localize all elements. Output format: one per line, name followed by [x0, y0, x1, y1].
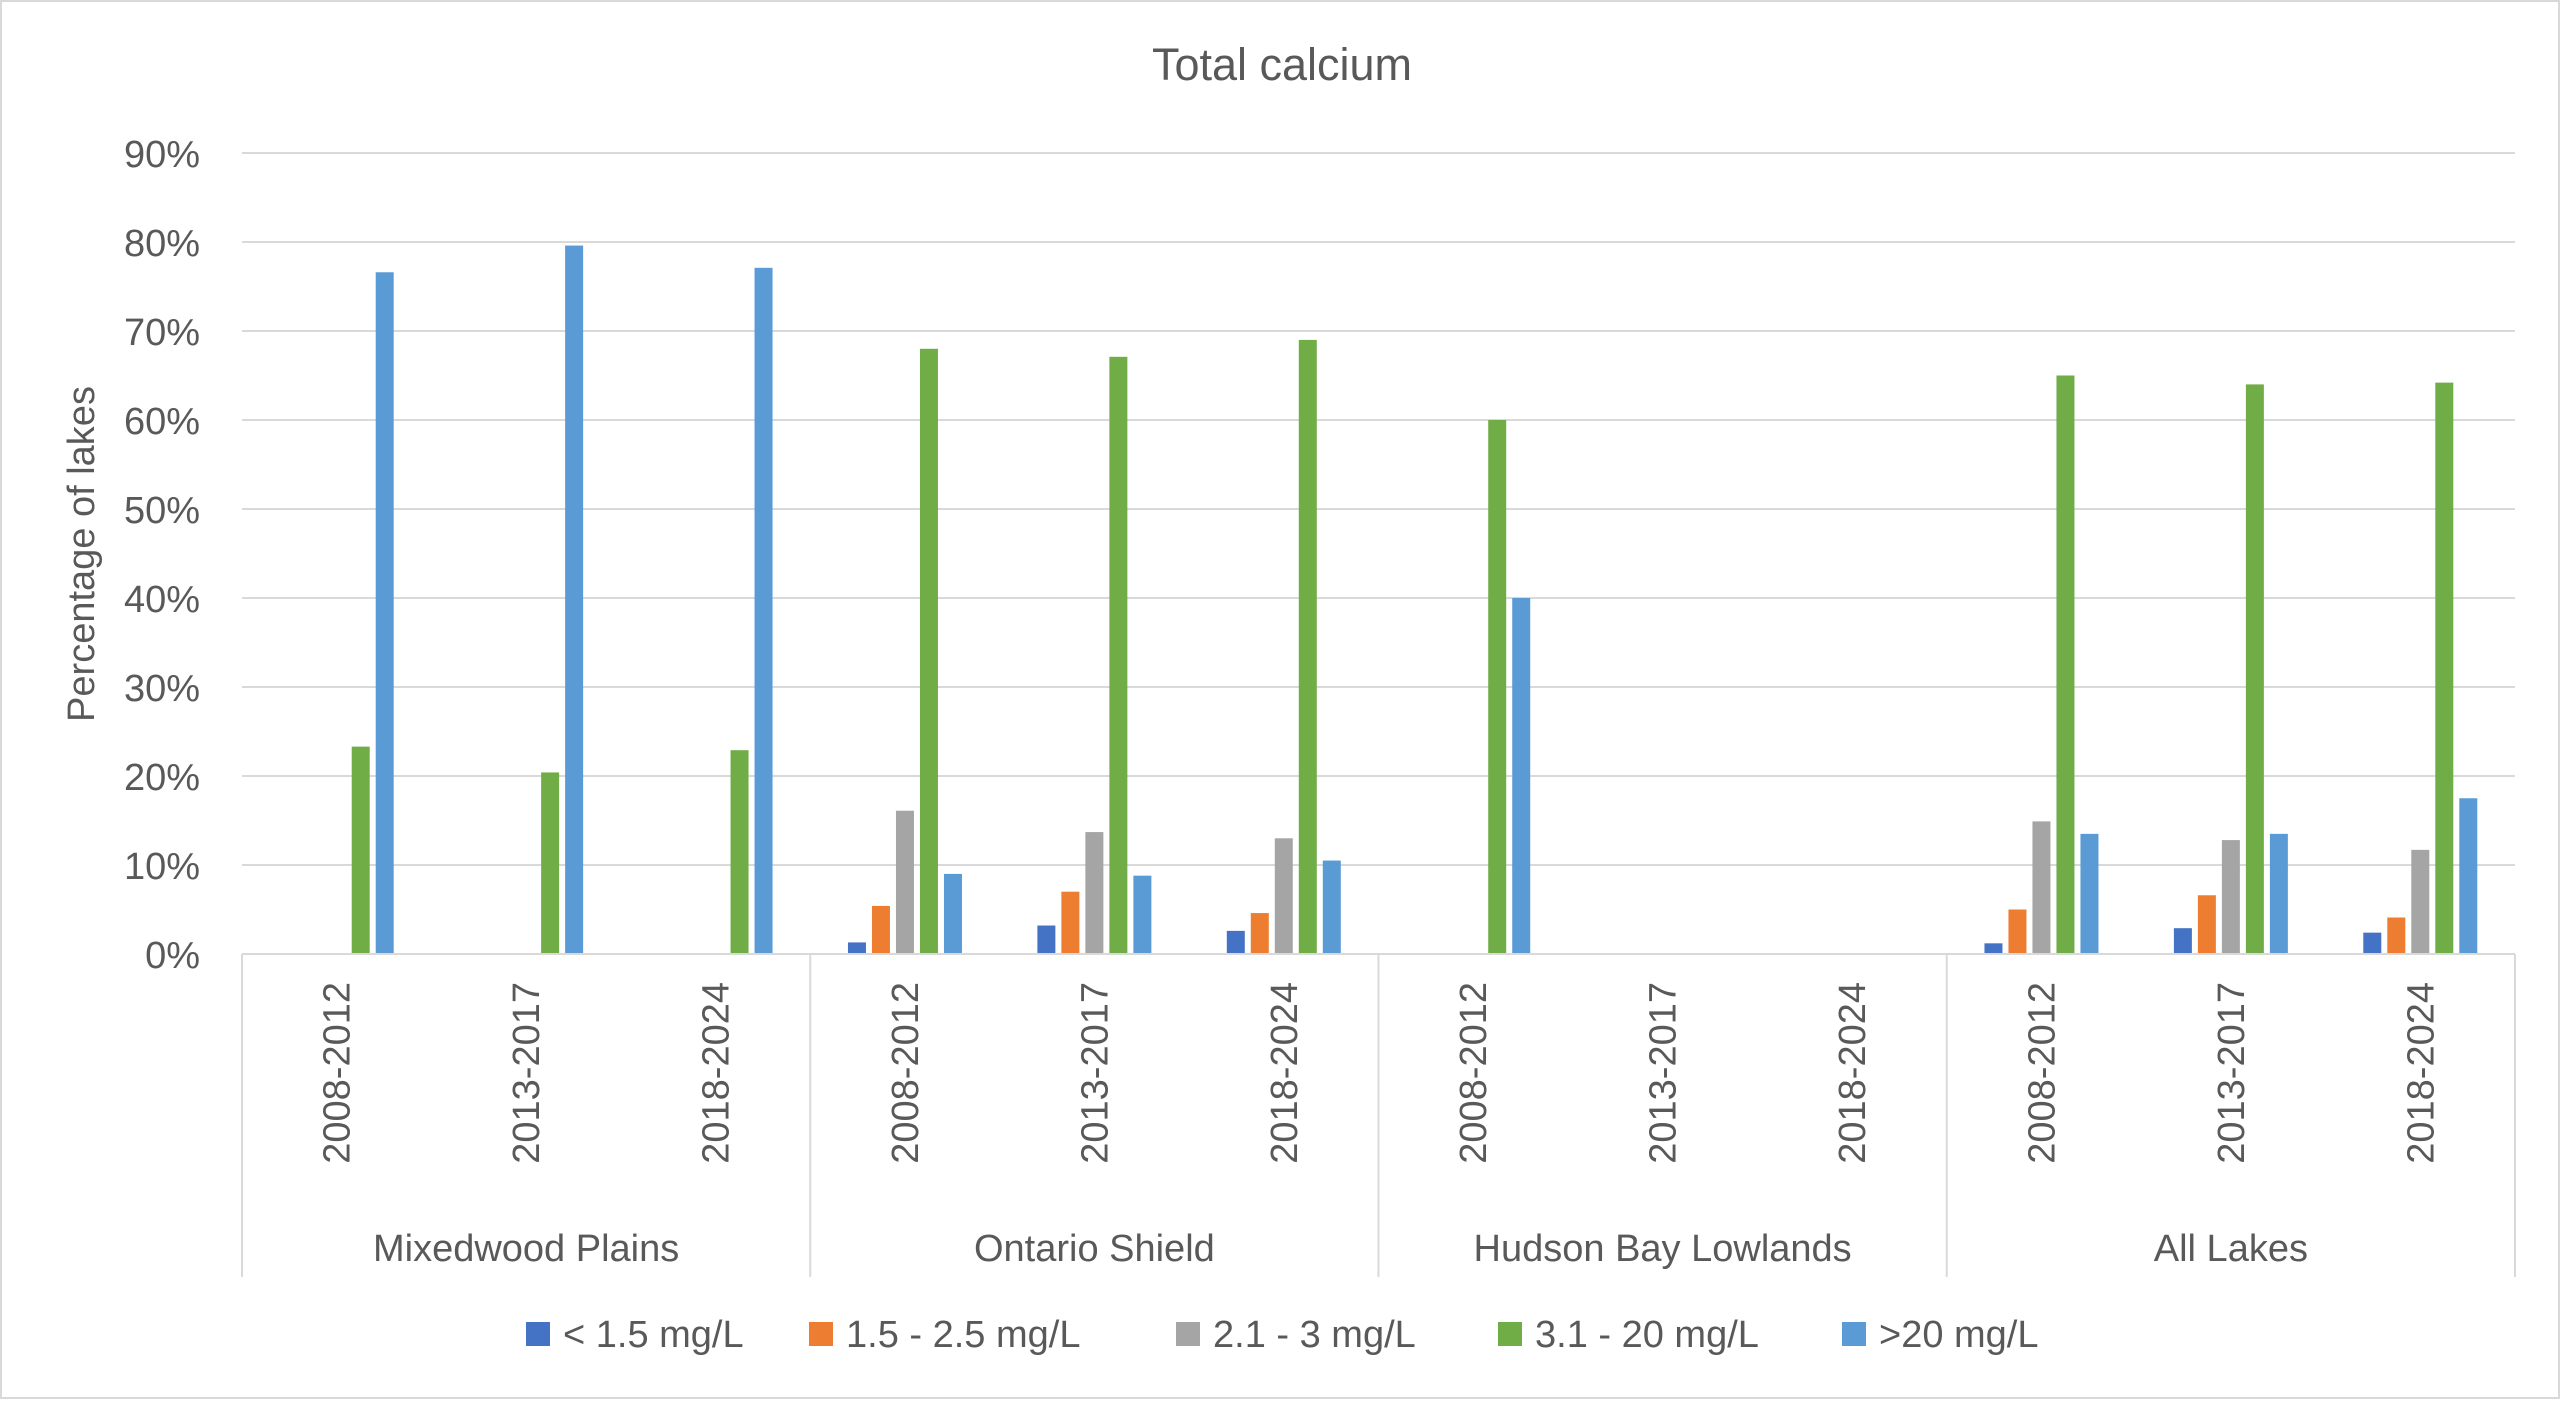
- bar: [847, 942, 866, 954]
- x-tick-label: 2013-2017: [506, 982, 548, 1164]
- x-tick-label: 2013-2017: [2211, 982, 2253, 1164]
- bar: [2080, 833, 2099, 954]
- group-label: Hudson Bay Lowlands: [1474, 1228, 1852, 1270]
- bar: [1488, 420, 1507, 954]
- x-tick-label: 2018-2024: [696, 982, 738, 1164]
- bar: [1274, 838, 1293, 954]
- bar: [2056, 375, 2075, 954]
- bar: [2221, 840, 2240, 954]
- chart-title: Total calcium: [1152, 39, 1412, 90]
- y-tick-label: 30%: [124, 668, 200, 710]
- bars: [351, 245, 2478, 954]
- legend-label: 2.1 - 3 mg/L: [1213, 1314, 1416, 1356]
- legend: < 1.5 mg/L 1.5 - 2.5 mg/L 2.1 - 3 mg/L 3.1 …: [526, 1314, 2039, 1356]
- bar: [375, 272, 394, 954]
- bar: [1512, 598, 1531, 954]
- bar: [2435, 382, 2454, 954]
- y-tick-label: 10%: [124, 846, 200, 888]
- legend-label: 3.1 - 20 mg/L: [1535, 1314, 1759, 1356]
- x-tick-label: 2018-2024: [1264, 982, 1306, 1164]
- bar: [541, 772, 560, 954]
- bar: [919, 348, 938, 954]
- legend-swatch: [1842, 1322, 1866, 1346]
- bar: [2245, 384, 2264, 954]
- legend-swatch: [526, 1322, 550, 1346]
- bar: [1085, 832, 1104, 954]
- bar: [895, 810, 914, 954]
- x-tick-label: 2008-2012: [885, 982, 927, 1164]
- bar: [1250, 913, 1269, 954]
- bar: [2197, 895, 2216, 954]
- bar: [2411, 849, 2430, 954]
- group-label: Mixedwood Plains: [373, 1228, 679, 1270]
- bar: [2363, 932, 2382, 954]
- bar: [730, 750, 749, 954]
- y-tick-label: 60%: [124, 401, 200, 443]
- legend-swatch: [809, 1322, 833, 1346]
- bar: [565, 245, 584, 954]
- y-axis-label: Percentage of lakes: [61, 386, 103, 722]
- y-tick-label: 0%: [145, 935, 200, 977]
- bar: [1133, 875, 1152, 954]
- x-tick-label: 2018-2024: [2400, 982, 2442, 1164]
- y-tick-label: 80%: [124, 223, 200, 265]
- bar: [2032, 821, 2051, 954]
- bar: [1984, 943, 2003, 954]
- legend-label: 1.5 - 2.5 mg/L: [846, 1314, 1080, 1356]
- bar: [2459, 798, 2478, 954]
- bar: [1322, 860, 1341, 954]
- x-tick-label: 2008-2012: [2021, 982, 2063, 1164]
- x-tick-label: 2018-2024: [1832, 982, 1874, 1164]
- y-tick-label: 40%: [124, 579, 200, 621]
- bar: [1109, 356, 1128, 954]
- legend-swatch: [1498, 1322, 1522, 1346]
- group-label: All Lakes: [2154, 1228, 2308, 1270]
- bar: [1298, 339, 1317, 954]
- x-tick-label: 2013-2017: [1074, 982, 1116, 1164]
- legend-swatch: [1176, 1322, 1200, 1346]
- x-tick-label: 2013-2017: [1643, 982, 1685, 1164]
- bar: [2173, 928, 2192, 954]
- bar: [2387, 917, 2406, 954]
- legend-label: >20 mg/L: [1879, 1314, 2039, 1356]
- bar: [2269, 833, 2288, 954]
- y-tick-labels: 0% 10% 20% 30% 40% 50% 60% 70% 80% 90%: [124, 134, 200, 977]
- y-tick-label: 20%: [124, 757, 200, 799]
- y-tick-label: 50%: [124, 490, 200, 532]
- bar: [351, 746, 370, 954]
- x-tick-label: 2008-2012: [317, 982, 359, 1164]
- gridlines: [242, 152, 2515, 955]
- bar: [2008, 909, 2027, 954]
- bar: [943, 873, 962, 954]
- y-tick-label: 70%: [124, 312, 200, 354]
- bar: [1037, 925, 1056, 954]
- legend-label: < 1.5 mg/L: [563, 1314, 744, 1356]
- bar: [754, 267, 773, 954]
- bar: [871, 905, 890, 954]
- x-tick-label: 2008-2012: [1453, 982, 1495, 1164]
- group-label: Ontario Shield: [974, 1228, 1215, 1270]
- y-tick-label: 90%: [124, 134, 200, 176]
- bar: [1061, 891, 1080, 954]
- bar: [1226, 930, 1245, 954]
- x-axis: 2008-2012 2013-2017 2018-2024 Mixedwood Pla…: [241, 953, 2516, 1277]
